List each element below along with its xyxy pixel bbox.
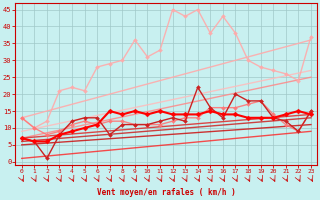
X-axis label: Vent moyen/en rafales ( km/h ): Vent moyen/en rafales ( km/h ) [97, 188, 236, 197]
